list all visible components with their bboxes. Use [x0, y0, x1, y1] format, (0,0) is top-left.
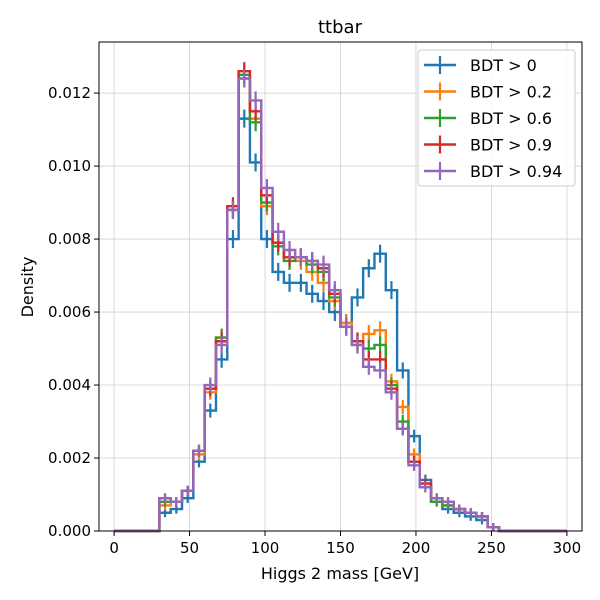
- y-tick-label: 0.006: [48, 303, 91, 321]
- legend-item: BDT > 0.2: [424, 82, 552, 102]
- legend-label: BDT > 0.9: [470, 136, 552, 155]
- x-tick-label: 0: [109, 539, 119, 557]
- y-axis-ticks: 0.000 0.002 0.004 0.006 0.008 0.010 0.012: [48, 84, 99, 540]
- x-tick-label: 300: [553, 539, 582, 557]
- y-tick-label: 0.002: [48, 449, 91, 467]
- legend-label: BDT > 0.94: [470, 162, 562, 181]
- series-layer: [114, 62, 567, 533]
- legend-item: BDT > 0.6: [424, 109, 552, 128]
- legend: BDT > 0 BDT > 0.2 BDT > 0.6 BDT > 0.9 BDT > …: [417, 49, 576, 187]
- x-axis-label: Higgs 2 mass [GeV]: [261, 564, 419, 583]
- x-tick-label: 50: [180, 539, 199, 557]
- legend-item: BDT > 0.94: [424, 162, 562, 181]
- y-tick-label: 0.008: [48, 230, 91, 248]
- x-tick-label: 150: [326, 539, 355, 557]
- y-tick-label: 0.004: [48, 376, 91, 394]
- y-axis-label: Density: [18, 257, 37, 318]
- series-4: [114, 69, 567, 533]
- y-tick-label: 0.000: [48, 522, 91, 540]
- legend-frame: [417, 49, 576, 187]
- legend-label: BDT > 0: [470, 56, 537, 75]
- chart-title: ttbar: [318, 17, 363, 38]
- x-tick-label: 250: [477, 539, 506, 557]
- y-tick-label: 0.010: [48, 157, 91, 175]
- x-tick-label: 200: [402, 539, 431, 557]
- legend-item: BDT > 0: [424, 56, 537, 75]
- legend-label: BDT > 0.6: [470, 109, 552, 128]
- legend-label: BDT > 0.2: [470, 83, 552, 102]
- x-axis-ticks: 0 50 100 150 200 250 300: [109, 531, 581, 557]
- legend-item: BDT > 0.9: [424, 135, 552, 155]
- x-tick-label: 100: [251, 539, 280, 557]
- y-tick-label: 0.012: [48, 84, 91, 102]
